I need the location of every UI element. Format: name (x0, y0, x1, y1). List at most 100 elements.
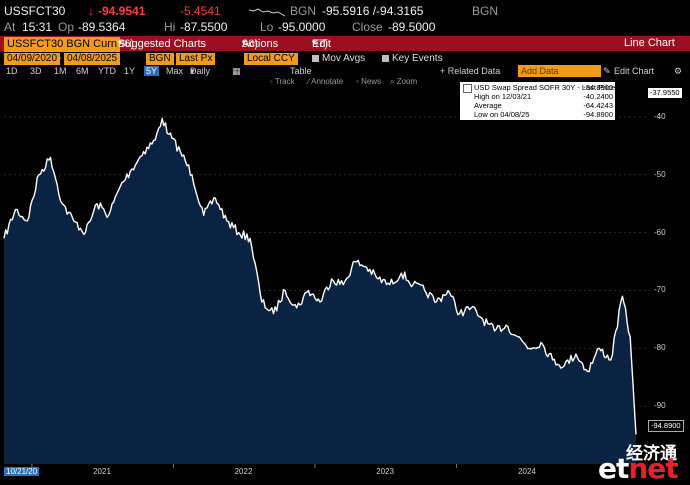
zoom-label: Zoom (396, 77, 418, 86)
date-separator: - (58, 53, 62, 64)
legend-high-label: High on 12/03/21 (474, 92, 532, 101)
legend-series-value: -94.8900 (583, 83, 613, 92)
range-6m[interactable]: 6M (76, 66, 89, 76)
range-3d[interactable]: 3D (30, 66, 42, 76)
high-value: -87.5500 (180, 20, 228, 34)
legend-low-value: -94.8900 (583, 110, 613, 119)
news-label: News (361, 77, 382, 86)
key-events-label: Key Events (392, 53, 443, 64)
legend-low-label: Low on 04/08/25 (474, 110, 530, 119)
at-label: At (4, 20, 16, 34)
key-events-checkbox[interactable] (382, 55, 389, 62)
range-max[interactable]: Max (166, 66, 184, 76)
chevron-down-icon: ▾ (118, 38, 123, 47)
close-label: Close (352, 20, 383, 34)
edit-chart-button[interactable]: Edit Chart (614, 66, 655, 76)
annotate-tool[interactable]: ∕ Annotate (308, 77, 343, 86)
low-value: -95.0000 (278, 20, 326, 34)
edit-num: 97) (312, 38, 328, 50)
series-area (4, 118, 636, 465)
series-line (3, 117, 637, 435)
range-5y[interactable]: 5Y (144, 66, 160, 76)
annotate-label: Annotate (311, 77, 344, 86)
security-field[interactable]: USSFCT30 BGN Curn (4, 37, 121, 52)
actions-label: Actions (242, 38, 279, 50)
mov-avgs-checkbox[interactable] (312, 55, 319, 62)
y-tick-label: -60 (654, 227, 666, 237)
news-tool[interactable]: ▫ News (356, 77, 381, 86)
track-label: Track (274, 77, 295, 86)
x-tick-label: 2023 (376, 467, 394, 476)
chart-settings-icon[interactable]: ⚙ (674, 66, 683, 76)
top-value-callout: -37.9550 (648, 88, 682, 98)
zoom-tool[interactable]: ⌕ Zoom (390, 77, 417, 87)
legend-checkbox[interactable] (463, 84, 472, 93)
frequency-label: Daily (190, 66, 211, 76)
y-tick-label: -70 (654, 285, 666, 295)
legend-high-value: -40.2400 (583, 92, 613, 101)
net-change: -5.4541 (180, 4, 221, 18)
y-tick-label: -50 (654, 169, 666, 179)
x-start-label: 10/21/20 (4, 467, 40, 476)
high-label: Hi (164, 20, 176, 34)
mov-avgs-label: Mov Avgs (322, 53, 366, 64)
suggested-label: Suggested Charts (118, 38, 207, 50)
actions-num: 96) (242, 38, 258, 50)
y-tick-label: -40 (654, 111, 666, 121)
last-value-callout: -94.8900 (648, 420, 684, 432)
range-ytd[interactable]: YTD (98, 66, 116, 76)
price-field[interactable]: Last Px (176, 53, 216, 65)
range-1m[interactable]: 1M (54, 66, 67, 76)
price-chart[interactable] (0, 80, 690, 484)
close-value: -89.5000 (388, 20, 436, 34)
source-right: BGN (472, 4, 499, 18)
track-tool[interactable]: ◦ Track (270, 77, 295, 86)
annotate-icon: ∕ (308, 77, 310, 86)
x-tick-label: 2021 (93, 467, 111, 476)
source-field[interactable]: BGN (146, 53, 174, 65)
chevron-down-icon: ▾ (312, 38, 317, 47)
y-tick-label: -80 (654, 343, 666, 353)
legend-series-name: USD Swap Spread SOFR 30Y - Last Price (474, 83, 616, 92)
end-date-field[interactable]: 04/08/2025 (64, 53, 121, 65)
open-value: -89.5364 (78, 20, 126, 34)
news-icon: ▫ (356, 77, 359, 86)
suggested-num: 96) (118, 38, 134, 50)
ohlc-row: At 15:31 Op -89.5364 Hi -87.5500 Lo -95.… (0, 20, 690, 36)
track-icon: ◦ (270, 77, 273, 86)
zoom-icon: ⌕ (390, 77, 395, 86)
table-icon[interactable]: ▦ (232, 66, 241, 76)
down-arrow-icon: ↓ (88, 4, 94, 18)
table-button[interactable]: Table (290, 66, 312, 76)
open-label: Op (58, 20, 75, 34)
bid-ask: -95.5916 /-94.3165 (322, 4, 424, 18)
start-date-field[interactable]: 04/09/2020 (4, 53, 61, 65)
chevron-down-icon: ▾ (190, 66, 195, 76)
range-1y[interactable]: 1Y (124, 66, 136, 76)
legend-average-value: -64.4243 (583, 101, 613, 110)
legend-average-label: Average (474, 101, 502, 110)
y-tick-label: -90 (654, 401, 666, 411)
chevron-down-icon: ▾ (242, 38, 247, 47)
chart-legend: USD Swap Spread SOFR 30Y - Last Price -9… (460, 82, 615, 120)
ticker[interactable]: USSFCT30 (4, 4, 66, 18)
watermark-logo: etnet (598, 452, 679, 485)
chart-tools-row: ◦ Track ∕ Annotate ▫ News ⌕ Zoom (0, 77, 690, 87)
low-label: Lo (260, 20, 274, 34)
function-toolbar: USSFCT30 BGN Curn 96) Suggested Charts ▾… (0, 36, 690, 52)
edit-chart-pencil-icon[interactable]: ✎ (603, 66, 611, 76)
x-tick-label: 2024 (518, 467, 536, 476)
chart-type-label[interactable]: Line Chart (624, 37, 675, 49)
currency-field[interactable]: Local CCY (244, 53, 298, 65)
related-data-button[interactable]: + Related Data (440, 66, 501, 76)
controls-row: 04/09/2020 - 04/08/2025 BGN Last Px Loca… (0, 53, 690, 66)
time: 15:31 (22, 20, 53, 34)
sparkline-icon (248, 8, 286, 17)
quote-header: USSFCT30 ↓ -94.9541 -5.4541 BGN -95.5916… (0, 4, 690, 20)
add-data-input[interactable]: Add Data (518, 65, 601, 77)
range-1d[interactable]: 1D (6, 66, 18, 76)
edit-label: Edit (312, 38, 331, 50)
range-row: 1D 3D 1M 6M YTD 1Y 5Y Max Daily ▾ ▦ Tabl… (0, 65, 690, 78)
source-left: BGN (290, 4, 317, 18)
watermark-cn: 经济通 (626, 444, 677, 463)
